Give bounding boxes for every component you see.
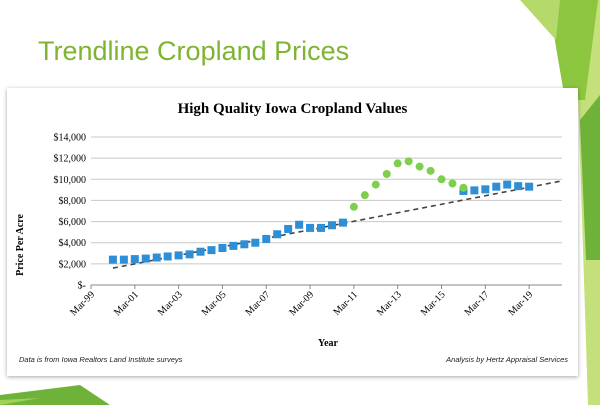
- x-tick-label: Mar-05: [200, 289, 229, 318]
- data-point-square: [196, 247, 205, 256]
- data-point-square: [262, 235, 271, 244]
- data-point-square: [514, 182, 523, 191]
- analysis-footnote: Analysis by Hertz Appraisal Services: [446, 355, 568, 364]
- data-point-square: [306, 223, 315, 232]
- x-tick-label: Mar-19: [506, 289, 535, 318]
- data-point-circle: [404, 157, 413, 166]
- data-point-square: [338, 218, 347, 227]
- data-point-circle: [437, 175, 446, 184]
- data-point-square: [470, 186, 479, 195]
- source-footnote: Data is from Iowa Realtors Land Institut…: [19, 355, 183, 364]
- data-point-circle: [459, 183, 468, 192]
- x-tick-labels: Mar-99 Mar-01 Mar-03 Mar-05 Mar-07 Mar-09 Mar-…: [68, 289, 535, 318]
- data-point-square: [229, 241, 238, 250]
- x-tick-label: Mar-13: [375, 289, 404, 318]
- data-point-square: [163, 252, 172, 261]
- data-point-square: [119, 255, 128, 264]
- data-point-circle: [382, 170, 391, 178]
- y-tick-label: $8,000: [59, 196, 87, 207]
- data-point-square: [240, 240, 249, 249]
- data-point-square: [130, 255, 139, 264]
- grid-lines: [90, 136, 562, 289]
- data-point-square: [525, 182, 534, 191]
- data-point-square: [317, 223, 326, 232]
- slide-title: Trendline Cropland Prices: [38, 36, 350, 66]
- y-tick-label: $-: [78, 281, 86, 292]
- data-point-circle: [393, 159, 402, 168]
- data-point-circle: [360, 191, 369, 200]
- data-point-circle: [448, 179, 457, 188]
- data-point-square: [185, 250, 194, 259]
- data-point-circle: [349, 202, 358, 211]
- y-tick-label: $10,000: [54, 175, 87, 186]
- x-tick-label: Mar-07: [244, 289, 273, 318]
- y-tick-label: $4,000: [59, 238, 87, 249]
- x-tick-label: Mar-01: [112, 289, 141, 318]
- y-tick-label: $12,000: [54, 154, 87, 165]
- data-point-square: [152, 253, 161, 262]
- y-tick-label: $14,000: [54, 133, 87, 144]
- x-tick-label: Mar-99: [68, 289, 97, 318]
- x-axis-label: Year: [318, 338, 339, 349]
- data-point-circle: [371, 180, 380, 189]
- data-point-square: [218, 244, 227, 252]
- data-point-square: [481, 185, 490, 194]
- y-axis-label: Price Per Acre: [15, 214, 26, 276]
- data-point-square: [492, 182, 501, 191]
- data-point-square: [108, 255, 117, 264]
- data-point-square: [503, 180, 512, 189]
- data-point-square: [207, 246, 216, 255]
- data-point-square: [327, 221, 336, 230]
- data-points: [108, 157, 534, 264]
- data-point-square: [251, 238, 260, 247]
- y-tick-label: $2,000: [59, 259, 87, 270]
- chart-title: High Quality Iowa Cropland Values: [177, 101, 408, 117]
- data-point-square: [295, 220, 304, 229]
- x-tick-label: Mar-17: [463, 289, 492, 318]
- chart-plot: $- $2,000 $4,000 $6,000 $8,000 $10,000 $12,000…: [15, 133, 563, 349]
- chart-card: High Quality Iowa Cropland Values $- $2,0…: [7, 88, 578, 376]
- data-point-square: [174, 251, 183, 260]
- y-tick-label: $6,000: [59, 217, 87, 228]
- x-tick-label: Mar-15: [419, 289, 448, 318]
- y-tick-labels: $- $2,000 $4,000 $6,000 $8,000 $10,000 $12,000…: [54, 133, 87, 292]
- data-point-square: [273, 230, 282, 239]
- x-tick-label: Mar-03: [156, 289, 185, 318]
- x-tick-label: Mar-11: [331, 289, 360, 318]
- data-point-square: [284, 224, 293, 233]
- data-point-square: [141, 254, 150, 263]
- data-point-circle: [415, 162, 424, 171]
- data-point-circle: [426, 166, 435, 175]
- x-tick-label: Mar-09: [287, 289, 316, 318]
